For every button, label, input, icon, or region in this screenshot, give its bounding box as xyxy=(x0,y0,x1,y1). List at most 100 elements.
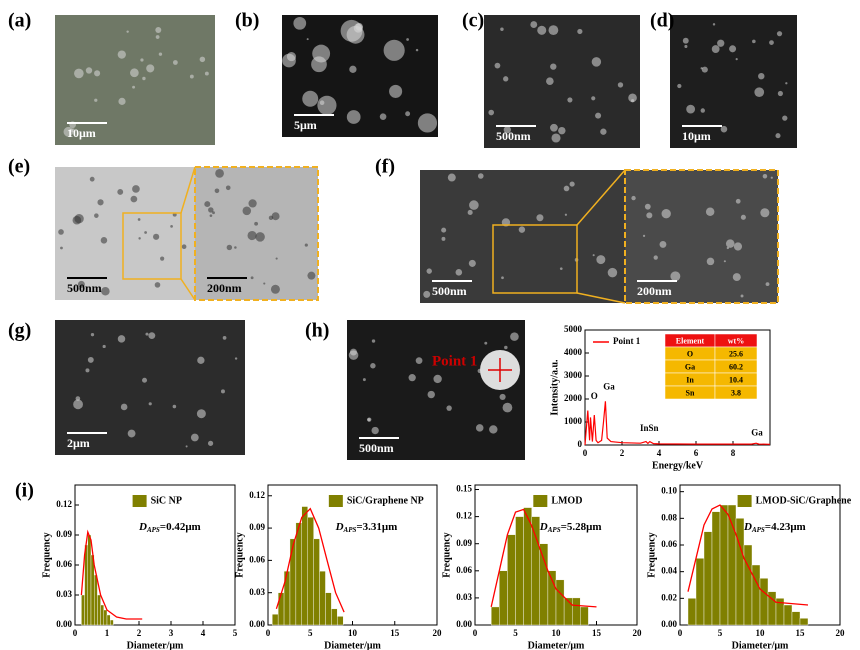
texture xyxy=(234,357,238,360)
texture xyxy=(567,97,573,103)
x-axis-label: Diameter/μm xyxy=(324,640,381,650)
texture xyxy=(371,339,376,343)
table-value: 3.8 xyxy=(731,388,741,397)
texture xyxy=(760,208,770,218)
histogram-bar xyxy=(555,579,565,626)
texture xyxy=(777,90,783,97)
texture xyxy=(754,87,765,98)
texture xyxy=(73,399,83,410)
texture xyxy=(501,276,504,280)
panel-label: (e) xyxy=(8,156,30,178)
texture xyxy=(196,409,206,419)
y-axis-label: Frequency xyxy=(41,532,52,577)
y-tick-label: 0.08 xyxy=(661,512,677,522)
texture xyxy=(349,65,357,73)
texture xyxy=(63,126,74,137)
texture xyxy=(706,257,715,266)
fit-curve xyxy=(687,504,809,606)
texture xyxy=(204,201,211,208)
texture xyxy=(596,255,606,265)
peak-label: Sn xyxy=(648,423,658,433)
texture xyxy=(248,199,257,208)
x-tick-label: 0 xyxy=(583,448,588,458)
texture xyxy=(537,25,547,35)
texture xyxy=(682,37,689,44)
texture xyxy=(132,185,140,193)
texture xyxy=(711,45,720,53)
texture xyxy=(646,212,653,219)
zoom-box xyxy=(492,224,578,294)
texture xyxy=(661,209,671,219)
x-axis-label: Energy/keV xyxy=(652,460,704,471)
table-cell xyxy=(714,385,758,400)
texture xyxy=(158,52,163,56)
texture xyxy=(477,173,484,179)
texture xyxy=(144,231,147,234)
texture xyxy=(427,390,435,399)
histogram-bar xyxy=(539,543,549,626)
histogram-bar xyxy=(515,516,524,626)
texture xyxy=(138,237,141,240)
histogram-bar xyxy=(751,564,761,626)
texture xyxy=(132,85,136,89)
histogram-bar xyxy=(81,594,85,626)
histogram-bar xyxy=(523,507,532,626)
texture xyxy=(383,39,405,61)
histogram-bar xyxy=(295,522,303,626)
histogram-bar xyxy=(580,606,589,626)
texture xyxy=(102,344,106,349)
y-tick-label: 0 xyxy=(578,439,583,449)
texture xyxy=(469,200,479,210)
texture xyxy=(607,267,618,278)
texture xyxy=(306,38,309,41)
texture xyxy=(89,176,95,182)
histogram-bar xyxy=(325,592,332,626)
texture xyxy=(684,44,688,49)
panel-label: (a) xyxy=(8,10,31,32)
texture xyxy=(415,357,423,365)
fit-curve xyxy=(275,507,345,613)
texture xyxy=(415,48,419,52)
texture xyxy=(406,38,409,41)
texture xyxy=(130,68,139,78)
texture xyxy=(446,405,452,411)
histogram-bar xyxy=(783,604,793,626)
annotation-symbol: D xyxy=(138,521,147,533)
texture xyxy=(701,66,708,73)
texture xyxy=(475,424,484,432)
y-axis-label: Frequency xyxy=(441,532,452,577)
histogram-bar xyxy=(331,608,338,626)
panel-label: (f) xyxy=(375,156,395,178)
texture xyxy=(723,260,726,263)
x-tick-label: 20 xyxy=(633,628,643,638)
x-tick-label: 15 xyxy=(390,628,400,638)
texture xyxy=(489,425,498,434)
texture xyxy=(405,111,411,117)
x-axis-label: Diameter/μm xyxy=(732,640,789,650)
annotation-text: =5.28μm xyxy=(561,521,602,533)
texture xyxy=(628,93,637,103)
texture xyxy=(550,63,557,70)
texture xyxy=(353,23,363,33)
panel-label: (d) xyxy=(650,10,674,32)
y-tick-label: 3000 xyxy=(564,370,583,380)
plot-frame xyxy=(584,329,771,446)
table-value: O xyxy=(687,349,693,358)
texture xyxy=(765,282,770,287)
table-value: Ga xyxy=(685,362,695,371)
texture xyxy=(209,214,213,217)
legend-label: LMOD-SiC/Graphene xyxy=(756,495,852,506)
y-tick-label: 0.03 xyxy=(456,592,472,602)
texture xyxy=(733,242,743,251)
x-tick-label: 5 xyxy=(513,628,518,638)
panel-label: (i) xyxy=(15,480,34,502)
texture xyxy=(148,402,152,406)
scale-bar-label: 10μm xyxy=(67,126,96,140)
y-tick-label: 0.06 xyxy=(249,554,265,564)
zoom-line xyxy=(576,292,626,304)
scale-bar-label: 500nm xyxy=(359,441,394,455)
scale-bar-label: 10μm xyxy=(682,129,711,143)
legend-label: SiC/Graphene NP xyxy=(347,495,424,506)
texture xyxy=(732,273,741,282)
annotation-symbol: D xyxy=(335,521,344,533)
